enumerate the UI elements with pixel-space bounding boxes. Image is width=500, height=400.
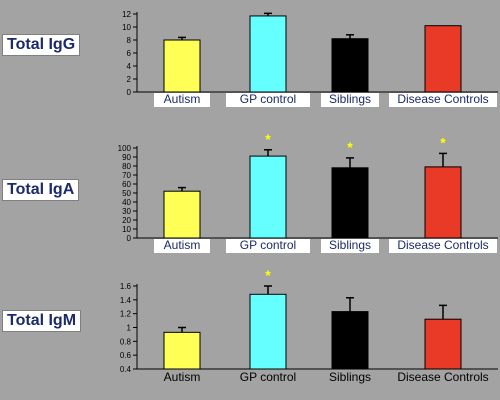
igm-chart-panel: 0.4 0.6 0.8 1 1.2 1.4 1.6 Autism * GP control Sibl… <box>120 267 498 384</box>
iga-significance-asterisk-gp-control: * <box>265 131 271 147</box>
iga-y-tick-label: 0 <box>127 234 132 243</box>
iga-y-tick-label: 40 <box>122 198 131 207</box>
iga-y-tick-label: 100 <box>118 144 132 153</box>
iga-y-tick-label: 20 <box>122 216 131 225</box>
igm-y-tick-label: 0.8 <box>120 337 132 346</box>
igg-category-label-autism: Autism <box>164 92 201 106</box>
igg-category-label-gp-control: GP control <box>240 92 296 106</box>
iga-y-tick-label: 30 <box>122 207 131 216</box>
iga-y-tick-label: 70 <box>122 171 131 180</box>
igm-category-label-gp-control: GP control <box>240 370 296 384</box>
igg-category-label-disease-controls: Disease Controls <box>397 92 488 106</box>
iga-category-label-disease-controls: Disease Controls <box>397 238 488 252</box>
igm-significance-asterisk-gp-control: * <box>265 267 271 283</box>
iga-bar-autism <box>163 190 201 239</box>
igm-bar-disease-controls <box>424 318 462 370</box>
igm-bar-gp-control <box>249 293 287 370</box>
iga-category-label-siblings: Siblings <box>329 238 371 252</box>
igg-bar-autism <box>163 39 201 93</box>
igm-y-tick-label: 1 <box>127 324 132 333</box>
iga-category-label-bg <box>154 239 210 253</box>
igg-y-tick-label: 4 <box>127 62 132 71</box>
igg-category-label-siblings: Siblings <box>329 92 371 106</box>
igg-bar-gp-control <box>249 15 287 93</box>
iga-category-label-bg <box>321 239 379 253</box>
igm-y-tick-label: 1.2 <box>120 310 132 319</box>
panel-title-igm: Total IgM <box>2 310 82 332</box>
igm-y-tick-label: 1.4 <box>120 296 132 305</box>
iga-y-tick-label: 50 <box>122 189 131 198</box>
iga-bar-disease-controls <box>424 166 462 239</box>
igg-y-tick-label: 12 <box>122 10 131 19</box>
iga-category-label-gp-control: GP control <box>240 238 296 252</box>
igg-category-label-bg <box>389 93 497 107</box>
iga-y-tick-label: 60 <box>122 180 131 189</box>
igg-category-label-bg <box>154 93 210 107</box>
iga-significance-asterisk-disease-controls: * <box>440 134 446 150</box>
igg-category-label-bg <box>321 93 379 107</box>
igm-bar-autism <box>163 331 201 370</box>
igg-y-tick-label: 8 <box>127 36 132 45</box>
igg-category-label-bg <box>226 93 310 107</box>
igm-y-tick-label: 1.6 <box>120 282 132 291</box>
igg-bar-disease-controls <box>424 25 462 93</box>
iga-bar-gp-control <box>249 155 287 239</box>
iga-category-label-bg <box>226 239 310 253</box>
igg-y-tick-label: 6 <box>127 49 132 58</box>
igg-y-tick-label: 2 <box>127 75 132 84</box>
iga-significance-asterisk-siblings: * <box>347 139 353 155</box>
igg-y-tick-label: 0 <box>127 88 132 97</box>
iga-y-tick-label: 80 <box>122 162 131 171</box>
igm-y-tick-label: 0.4 <box>120 365 132 374</box>
igg-chart-panel: 0 2 4 6 8 10 12 Autism GP control Siblings Disease… <box>122 10 498 107</box>
igm-category-label-disease-controls: Disease Controls <box>397 370 488 384</box>
iga-bar-siblings <box>331 167 369 239</box>
panel-title-iga: Total IgA <box>2 179 80 201</box>
igm-category-label-siblings: Siblings <box>329 370 371 384</box>
iga-y-tick-label: 10 <box>122 225 131 234</box>
igg-y-tick-label: 10 <box>122 23 131 32</box>
igm-category-label-autism: Autism <box>164 370 201 384</box>
iga-y-tick-label: 90 <box>122 153 131 162</box>
igg-bar-siblings <box>331 38 369 93</box>
panel-title-igg: Total IgG <box>2 34 81 56</box>
igm-y-tick-label: 0.6 <box>120 351 132 360</box>
iga-category-label-bg <box>389 239 497 253</box>
igm-bar-siblings <box>331 311 369 370</box>
iga-category-label-autism: Autism <box>164 238 201 252</box>
